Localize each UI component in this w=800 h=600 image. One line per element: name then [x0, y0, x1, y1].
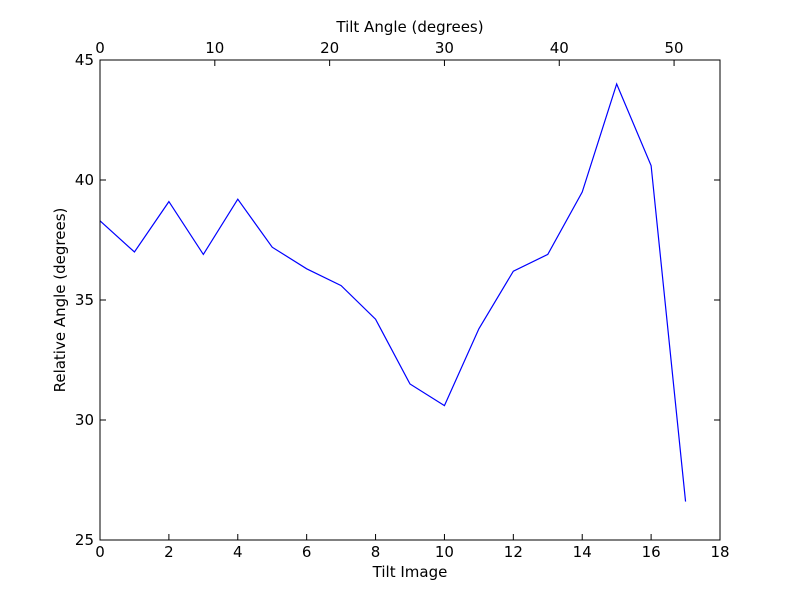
y-tick-label: 35: [75, 291, 94, 309]
y-axis-label: Relative Angle (degrees): [51, 208, 69, 393]
secondary-x-axis-label: Tilt Angle (degrees): [335, 18, 483, 36]
x-tick-label: 16: [642, 543, 661, 561]
secondary-x-tick-label: 0: [95, 39, 105, 57]
x-tick-label: 4: [233, 543, 243, 561]
series-line: [99, 82, 687, 502]
secondary-x-tick-label: 10: [205, 39, 224, 57]
x-tick-label: 12: [504, 543, 523, 561]
secondary-x-tick-label: 30: [435, 39, 454, 57]
x-tick-label: 18: [710, 543, 729, 561]
x-tick-label: 2: [164, 543, 174, 561]
x-tick-label: 0: [95, 543, 105, 561]
secondary-x-tick-label: 50: [665, 39, 684, 57]
plot-frame: [99, 59, 721, 541]
y-tick-label: 30: [75, 411, 94, 429]
x-tick-label: 14: [573, 543, 592, 561]
secondary-x-tick-label: 40: [550, 39, 569, 57]
y-tick-label: 40: [75, 171, 94, 189]
y-tick-label: 25: [75, 531, 94, 549]
x-axis-label: Tilt Image: [372, 563, 448, 581]
x-tick-label: 10: [435, 543, 454, 561]
secondary-x-tick-label: 20: [320, 39, 339, 57]
y-tick-label: 45: [75, 51, 94, 69]
x-tick-label: 8: [371, 543, 381, 561]
x-tick-label: 6: [302, 543, 312, 561]
